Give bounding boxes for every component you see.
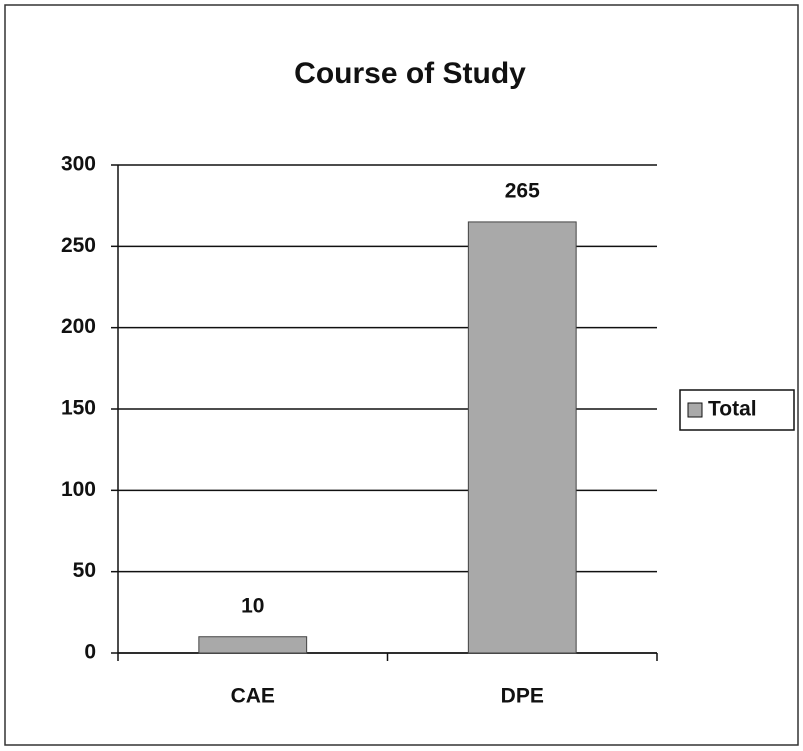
bar xyxy=(198,636,308,654)
x-tick-label: CAE xyxy=(231,685,275,708)
y-tick-label: 200 xyxy=(61,315,96,338)
data-label: 10 xyxy=(241,594,264,617)
x-tick-label: DPE xyxy=(501,685,544,708)
y-tick-label: 50 xyxy=(73,559,96,582)
data-label: 265 xyxy=(505,179,540,202)
y-tick-label: 150 xyxy=(61,397,96,420)
legend-swatch xyxy=(687,402,703,418)
y-tick-label: 100 xyxy=(61,478,96,501)
y-tick-label: 300 xyxy=(61,153,96,176)
bar xyxy=(467,221,577,654)
y-tick-label: 0 xyxy=(84,641,96,664)
chart-title: Course of Study xyxy=(294,57,526,90)
chart-frame xyxy=(4,4,799,746)
y-tick-label: 250 xyxy=(61,234,96,257)
legend-label: Total xyxy=(708,398,757,421)
